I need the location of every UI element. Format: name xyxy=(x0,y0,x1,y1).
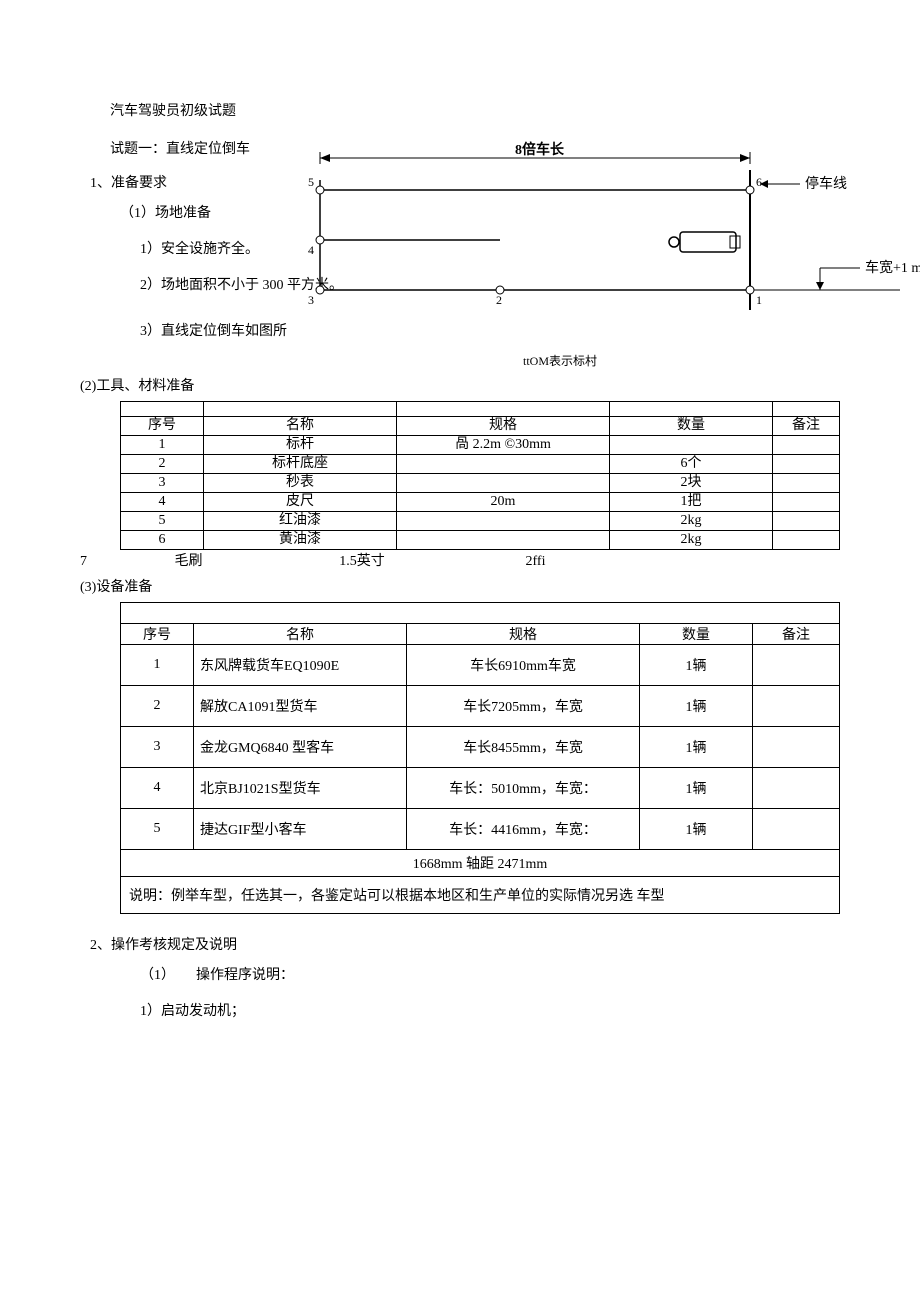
section-2-1-1: 1）启动发动机； xyxy=(140,1000,840,1020)
reverse-diagram: 8倍车长 5 4 3 2 6 1 停车线 车宽+1 m xyxy=(260,140,920,360)
table-row: 4皮尺20m1把 xyxy=(121,493,840,512)
table-row: 3金龙GMQ6840 型客车车长8455mm，车宽1辆 xyxy=(121,727,840,768)
t1-h-name: 名称 xyxy=(204,417,397,436)
t2-h-note: 备注 xyxy=(753,624,840,645)
t2-h-spec: 规格 xyxy=(407,624,640,645)
section-2: 2、操作考核规定及说明 xyxy=(90,934,840,954)
t2-h-qty: 数量 xyxy=(640,624,753,645)
marker-2: 2 xyxy=(496,293,502,307)
t1-h-no: 序号 xyxy=(121,417,204,436)
table-row: 2标杆底座6个 xyxy=(121,455,840,474)
table-row: 5红油漆2kg xyxy=(121,512,840,531)
marker-1: 1 xyxy=(756,293,762,307)
section-1-3: (3)设备准备 xyxy=(80,576,840,596)
t1-h-spec: 规格 xyxy=(397,417,610,436)
table-row: 1标杆咼 2.2m ©30mm xyxy=(121,436,840,455)
marker-4: 4 xyxy=(308,243,314,257)
table-row: 3秒表2块 xyxy=(121,474,840,493)
label-stop-line: 停车线 xyxy=(805,175,847,192)
table-row: 2解放CA1091型货车车长7205mm，车宽1辆 xyxy=(121,686,840,727)
marker-5: 5 xyxy=(308,175,314,189)
table-row: 4北京BJ1021S型货车车长：5010mm，车宽：1辆 xyxy=(121,768,840,809)
page-title: 汽车驾驶员初级试题 xyxy=(110,100,840,120)
label-width: 车宽+1 m xyxy=(865,259,920,276)
marker-6: 6 xyxy=(756,175,762,189)
equipment-table: 序号 名称 规格 数量 备注 1东风牌载货车EQ1090E车长6910mm车宽1… xyxy=(120,602,840,914)
section-1-2: (2)工具、材料准备 xyxy=(80,375,840,395)
t1-h-qty: 数量 xyxy=(610,417,773,436)
tools-row-7: 7 毛刷 1.5英寸 2ffi xyxy=(80,550,840,570)
label-8x-length: 8倍车长 xyxy=(515,141,565,158)
equipment-note: 说明：例举车型，任选其一，各鉴定站可以根据本地区和生产单位的实际情况另选 车型 xyxy=(121,877,840,914)
equipment-extra-line: 1668mm 轴距 2471mm xyxy=(121,850,840,877)
section-2-1: （1） 操作程序说明： xyxy=(140,964,840,984)
t1-h-note: 备注 xyxy=(773,417,840,436)
marker-3: 3 xyxy=(308,293,314,307)
tools-table: 序号 名称 规格 数量 备注 1标杆咼 2.2m ©30mm 2标杆底座6个 3… xyxy=(120,401,840,550)
t2-h-no: 序号 xyxy=(121,624,194,645)
table-row: 5捷达GIF型小客车车长：4416mm，车宽：1辆 xyxy=(121,809,840,850)
table-row: 6黄油漆2kg xyxy=(121,531,840,550)
t2-h-name: 名称 xyxy=(194,624,407,645)
table-row: 1东风牌载货车EQ1090E车长6910mm车宽1辆 xyxy=(121,645,840,686)
